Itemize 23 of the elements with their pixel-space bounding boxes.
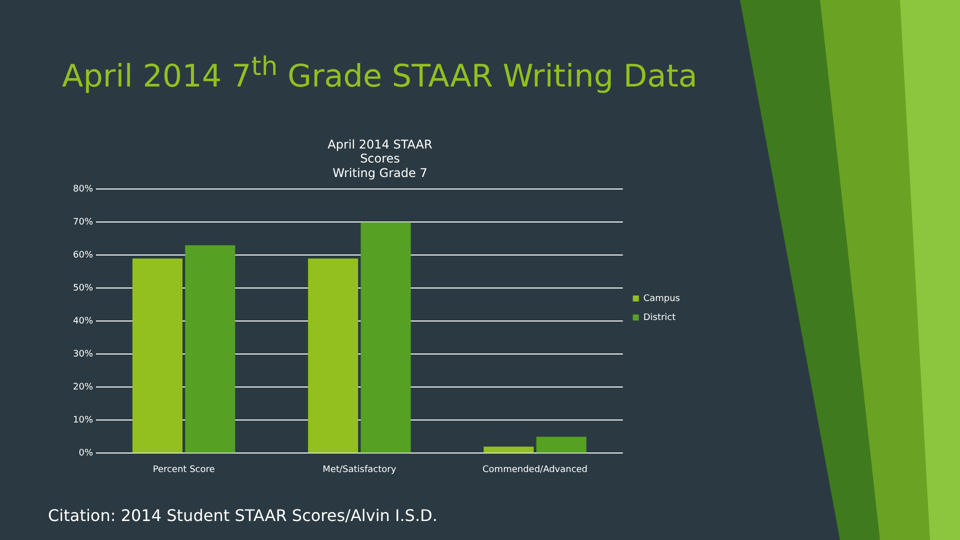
- y-tick-label: 80%: [72, 184, 94, 195]
- x-tick-label: Percent Score: [152, 464, 216, 475]
- bar: [360, 222, 411, 453]
- y-tick-label: 50%: [72, 284, 94, 294]
- text: Citation: 2014 Student STAAR Scores/Alvin I.S.D.: [48, 506, 438, 525]
- x-tick-label: Commended/Advanced: [482, 464, 588, 475]
- y-tick-label: 40%: [72, 316, 94, 327]
- y-tick-label: 70%: [72, 218, 94, 228]
- y-tick-label: 60%: [72, 250, 94, 261]
- x-tick-label: Met/Satisfactory: [322, 464, 397, 475]
- bar: [484, 446, 534, 453]
- chart-subtitle: April 2014 STAAR Scores Writing Grade 7: [328, 137, 432, 180]
- legend-label: Campus: [643, 294, 680, 304]
- bar: [308, 258, 358, 453]
- y-tick-label: 30%: [72, 350, 94, 360]
- bar: [185, 245, 236, 453]
- bar: [132, 258, 182, 453]
- bar: [536, 436, 586, 453]
- y-tick-label: 20%: [72, 382, 94, 393]
- chart-title: April 2014 7$^{th}$ Grade STAAR Writing Data: [62, 52, 698, 94]
- legend-label: District: [643, 312, 676, 323]
- y-tick-label: 10%: [72, 416, 94, 426]
- y-tick-label: 0%: [78, 448, 94, 459]
